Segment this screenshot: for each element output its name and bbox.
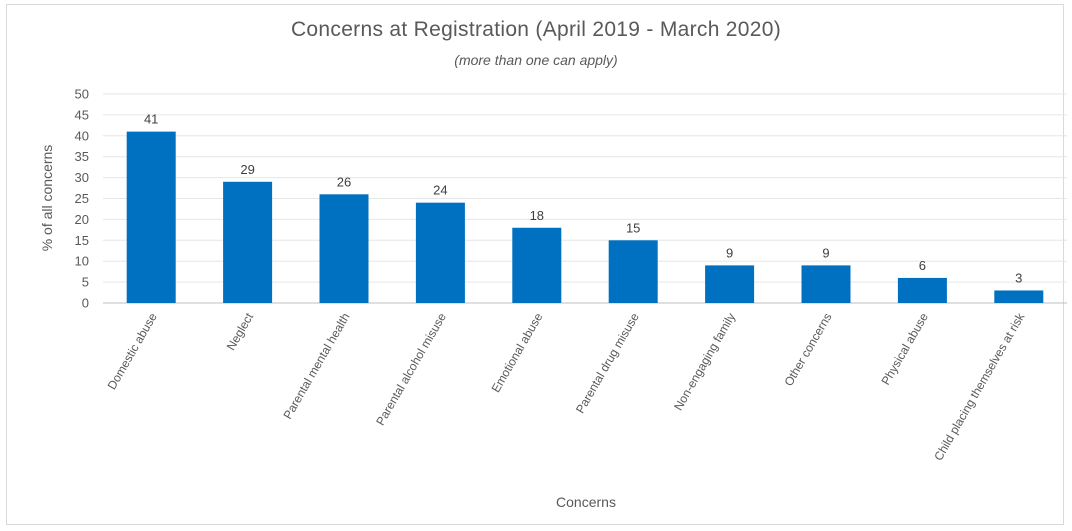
data-label: 6: [919, 258, 926, 273]
bar: [223, 181, 273, 303]
y-tick-label: 30: [75, 170, 89, 185]
data-label: 26: [337, 174, 351, 189]
data-labels: 41 29 26 24 18 15 9 9 6 3: [144, 112, 1022, 286]
x-tick-label: Neglect: [224, 310, 257, 353]
y-tick-label: 15: [75, 233, 89, 248]
y-axis-ticks: 0 5 10 15 20 25 30 35 40 45 50: [75, 87, 89, 311]
y-axis-title: % of all concerns: [39, 145, 55, 252]
x-tick-label: Domestic abuse: [105, 310, 160, 392]
x-tick-label: Parental mental health: [280, 311, 352, 422]
data-label: 9: [726, 245, 733, 260]
x-tick-label: Parental alcohol misuse: [373, 310, 449, 428]
bar: [126, 131, 176, 303]
x-tick-label: Non-engaging family: [671, 311, 738, 413]
x-axis-labels: Domestic abuse Neglect Parental mental hea…: [105, 310, 1028, 463]
bar: [801, 265, 851, 303]
bar: [415, 202, 465, 303]
x-tick-label: Parental drug misuse: [573, 310, 642, 415]
bar: [994, 290, 1044, 303]
bar: [897, 277, 947, 303]
x-tick-label: Physical abuse: [879, 310, 932, 387]
chart-title: Concerns at Registration (April 2019 - M…: [290, 18, 782, 41]
data-label: 29: [240, 162, 254, 177]
data-label: 24: [433, 183, 447, 198]
data-label: 41: [144, 112, 158, 127]
bar: [512, 227, 562, 303]
data-label: 15: [626, 220, 640, 235]
y-tick-label: 10: [75, 254, 89, 269]
data-label: 9: [822, 245, 829, 260]
data-label: 18: [530, 208, 544, 223]
y-tick-label: 45: [75, 107, 89, 122]
y-tick-label: 0: [82, 296, 89, 311]
bar: [608, 240, 658, 303]
x-axis-title: Concerns: [556, 494, 616, 510]
x-tick-label: Child placing themselves at risk: [931, 310, 1028, 463]
x-tick-label: Other concerns: [781, 311, 834, 389]
y-tick-label: 20: [75, 212, 89, 227]
bars: [126, 131, 1044, 303]
bar: [319, 194, 369, 303]
y-tick-label: 25: [75, 191, 89, 206]
chart-subtitle: (more than one can apply): [454, 52, 618, 68]
bar: [705, 265, 755, 303]
y-tick-label: 35: [75, 149, 89, 164]
y-tick-label: 50: [75, 87, 89, 102]
y-tick-label: 5: [82, 275, 89, 290]
x-tick-label: Emotional abuse: [489, 310, 546, 395]
y-tick-label: 40: [75, 128, 89, 143]
data-label: 3: [1015, 270, 1022, 285]
